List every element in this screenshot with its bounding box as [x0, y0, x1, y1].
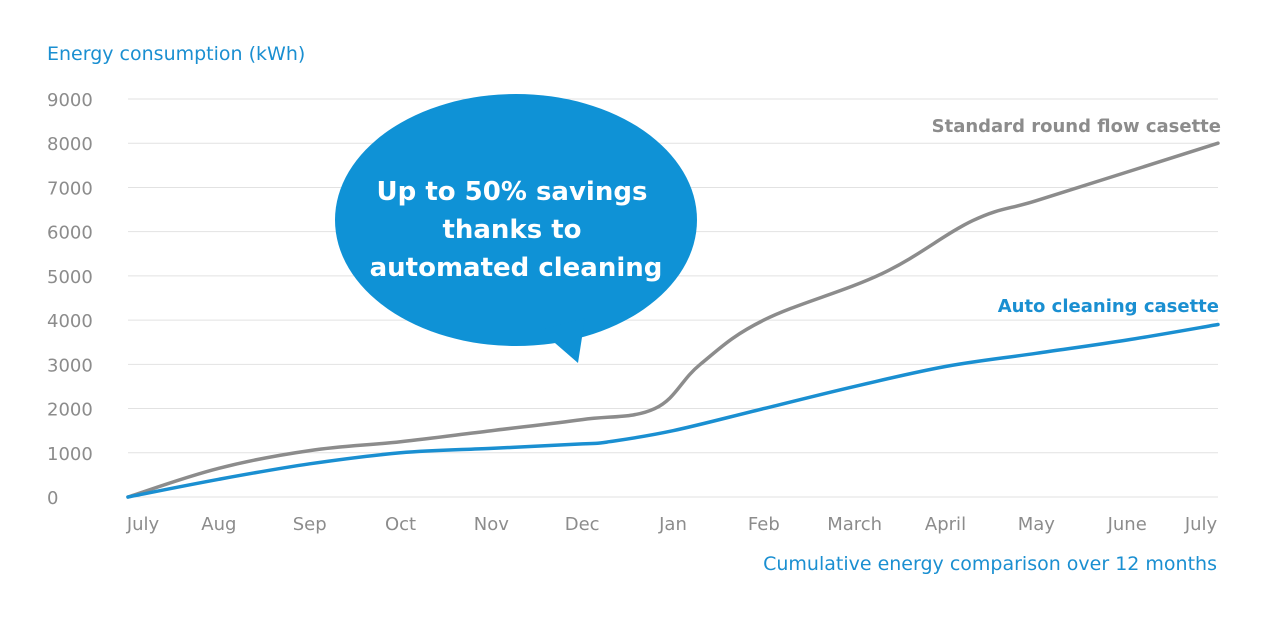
callout-ellipse: [335, 94, 697, 346]
y-tick-label: 6000: [47, 223, 93, 244]
y-tick-label: 3000: [47, 355, 93, 376]
y-tick-label: 9000: [47, 90, 93, 111]
x-tick-label: June: [1107, 514, 1147, 535]
x-tick-label: April: [925, 514, 966, 535]
x-tick-label: Feb: [748, 514, 780, 535]
x-tick-label: Sep: [293, 514, 327, 535]
x-tick-label: Oct: [385, 514, 416, 535]
x-axis-label: Cumulative energy comparison over 12 mon…: [763, 553, 1217, 575]
callout-line-2: thanks to: [442, 215, 581, 245]
series-label-auto-cleaning: Auto cleaning casette: [998, 296, 1219, 317]
x-tick-label: July: [1184, 514, 1218, 535]
y-tick-label: 1000: [47, 444, 93, 465]
callout-bubble: Up to 50% savings thanks to automated cl…: [335, 94, 697, 363]
x-tick-label: May: [1018, 514, 1056, 535]
y-axis-label: Energy consumption (kWh): [47, 43, 305, 65]
series-line-standard: [126, 141, 1220, 499]
x-tick-label: Dec: [565, 514, 600, 535]
x-tick-label: Nov: [474, 514, 509, 535]
y-tick-label: 5000: [47, 267, 93, 288]
callout-line-3: automated cleaning: [370, 253, 663, 283]
callout-tail: [540, 318, 585, 363]
y-tick-label: 2000: [47, 400, 93, 421]
series-lines: [126, 141, 1220, 499]
x-tick-label: Aug: [201, 514, 236, 535]
y-tick-label: 4000: [47, 311, 93, 332]
y-tick-label: 8000: [47, 134, 93, 155]
x-tick-labels: July Aug Sep Oct Nov Dec Jan Feb March April May Ju…: [126, 514, 1218, 535]
callout-line-1: Up to 50% savings: [377, 177, 648, 207]
series-label-standard: Standard round flow casette: [932, 116, 1221, 137]
x-tick-label: March: [827, 514, 882, 535]
y-tick-labels: 0 1000 2000 3000 4000 5000 6000 7000 8000 9000: [47, 90, 93, 509]
y-tick-label: 0: [47, 488, 58, 509]
series-line-auto-cleaning: [126, 322, 1220, 499]
y-tick-label: 7000: [47, 178, 93, 199]
x-tick-label: Jan: [658, 514, 687, 535]
x-tick-label: July: [126, 514, 160, 535]
